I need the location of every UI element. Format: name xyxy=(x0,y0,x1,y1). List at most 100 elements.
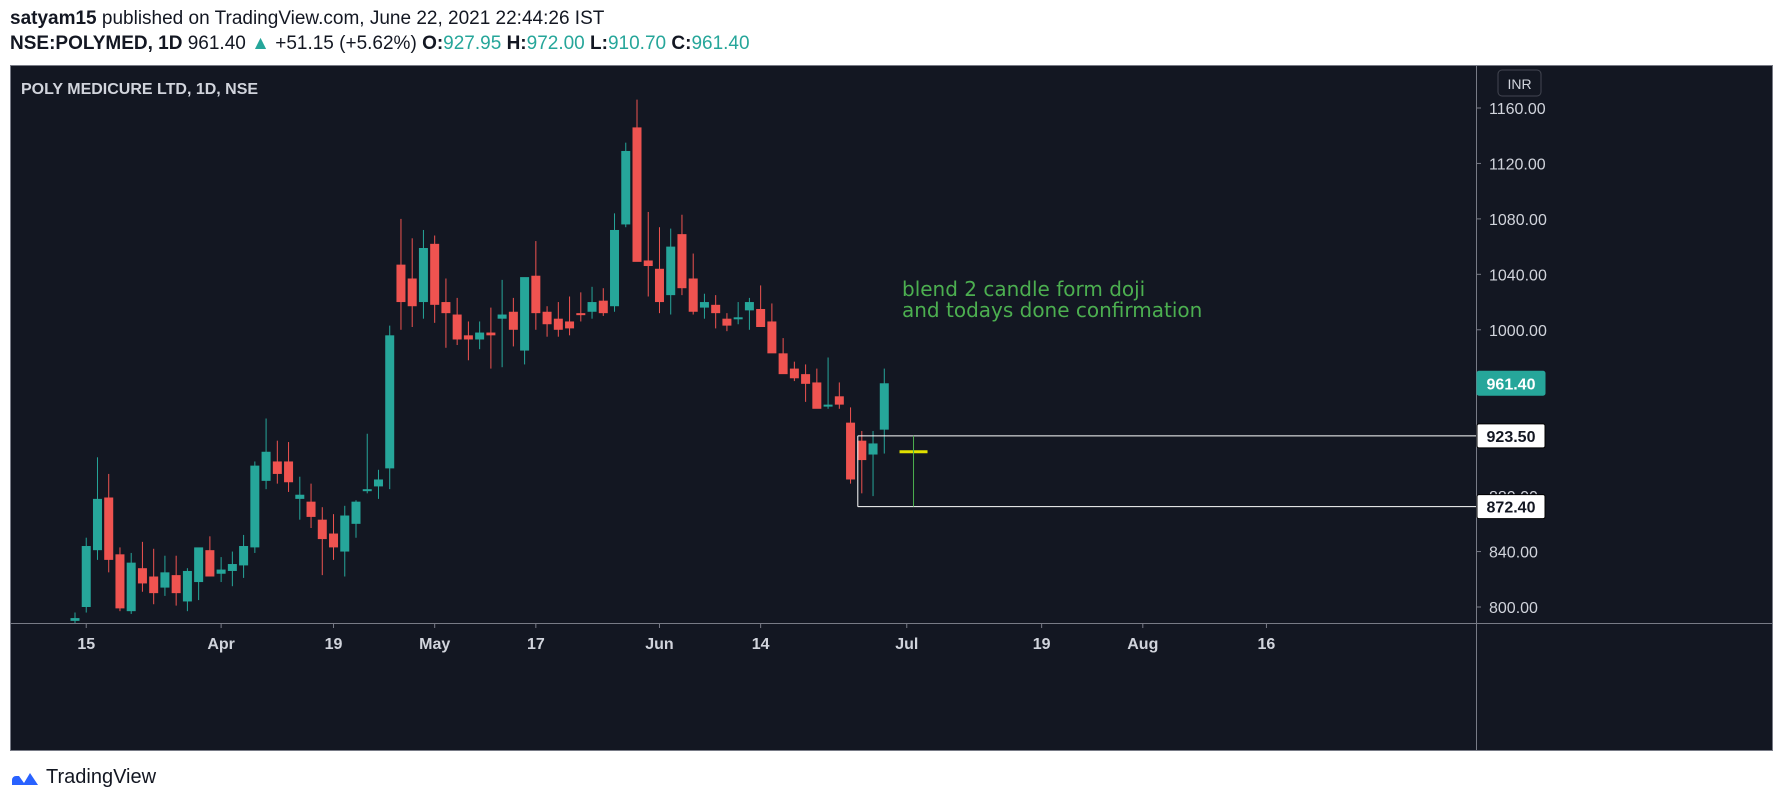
time-tick-label: Apr xyxy=(207,636,235,653)
price-change: +51.15 (+5.62%) xyxy=(275,33,417,54)
candle-body[interactable] xyxy=(284,461,294,483)
candle-body[interactable] xyxy=(598,300,608,314)
high-value: 972.00 xyxy=(526,33,585,54)
candle-body[interactable] xyxy=(699,302,709,308)
candle-body[interactable] xyxy=(250,465,260,548)
candle-body[interactable] xyxy=(295,494,305,499)
candle-body[interactable] xyxy=(508,311,518,330)
candle-body[interactable] xyxy=(441,302,451,314)
candle-body[interactable] xyxy=(340,515,350,552)
candle-body[interactable] xyxy=(396,264,406,303)
open-value: 927.95 xyxy=(443,33,502,54)
candle-body[interactable] xyxy=(430,243,440,305)
tradingview-logo-icon xyxy=(12,772,38,785)
candle-body[interactable] xyxy=(834,396,844,405)
candle-body[interactable] xyxy=(160,572,170,588)
candle-body[interactable] xyxy=(542,311,552,325)
candle-body[interactable] xyxy=(70,618,80,621)
candle-body[interactable] xyxy=(576,313,586,316)
candle-body[interactable] xyxy=(587,302,597,312)
candle-body[interactable] xyxy=(666,246,676,296)
candle-body[interactable] xyxy=(531,275,541,314)
time-tick-label: 16 xyxy=(1258,636,1276,653)
candle-body[interactable] xyxy=(137,568,147,584)
candle-body[interactable] xyxy=(688,278,698,312)
candle-body[interactable] xyxy=(92,498,102,551)
candle-body[interactable] xyxy=(81,546,91,607)
currency-button[interactable] xyxy=(1497,69,1542,97)
candle-body[interactable] xyxy=(812,382,822,409)
time-tick-label: 19 xyxy=(325,636,343,653)
candle-body[interactable] xyxy=(553,318,563,330)
candle-body[interactable] xyxy=(879,383,889,430)
candle-body[interactable] xyxy=(789,368,799,379)
candle-body[interactable] xyxy=(744,302,754,311)
candle-body[interactable] xyxy=(463,335,473,340)
candle-body[interactable] xyxy=(475,332,485,340)
candle-body[interactable] xyxy=(362,489,372,492)
candle-body[interactable] xyxy=(452,314,462,340)
candle-body[interactable] xyxy=(407,278,417,307)
candle-body[interactable] xyxy=(373,479,383,487)
candles-group xyxy=(70,99,889,623)
price-level-label[interactable] xyxy=(1476,494,1546,520)
candle-body[interactable] xyxy=(115,554,125,609)
last-price-label[interactable] xyxy=(1476,370,1546,396)
tradingview-branding[interactable]: TradingView xyxy=(10,766,156,789)
candle-body[interactable] xyxy=(677,234,687,289)
candle-body[interactable] xyxy=(801,374,811,384)
high-label: H: xyxy=(506,33,527,54)
candle-body[interactable] xyxy=(722,318,732,326)
last-price: 961.40 xyxy=(187,33,246,54)
price-level-label[interactable] xyxy=(1476,423,1546,449)
candle-body[interactable] xyxy=(306,501,316,517)
candle-body[interactable] xyxy=(104,497,114,560)
chart-background[interactable] xyxy=(11,66,1772,750)
price-chart[interactable]: 800.00840.00880.00920.00960.001000.00104… xyxy=(11,66,1772,750)
candle-body[interactable] xyxy=(227,564,237,571)
candle-body[interactable] xyxy=(610,229,620,307)
candle-body[interactable] xyxy=(621,150,631,225)
candle-body[interactable] xyxy=(239,546,249,566)
candle-body[interactable] xyxy=(565,321,575,329)
chart-frame[interactable]: 800.00840.00880.00920.00960.001000.00104… xyxy=(10,65,1773,751)
candle-body[interactable] xyxy=(868,443,878,455)
candle-body[interactable] xyxy=(329,533,339,548)
candle-body[interactable] xyxy=(216,569,226,574)
price-tick-label: 1000.00 xyxy=(1489,323,1547,340)
candle-body[interactable] xyxy=(733,317,743,320)
candle-body[interactable] xyxy=(194,547,204,583)
candle-body[interactable] xyxy=(126,562,136,612)
chart-annotation-text: and todays done confirmation xyxy=(902,298,1202,322)
candle-body[interactable] xyxy=(149,576,159,594)
author-name[interactable]: satyam15 xyxy=(10,8,97,29)
candle-body[interactable] xyxy=(823,404,833,407)
candle-body[interactable] xyxy=(756,308,766,328)
candle-body[interactable] xyxy=(317,519,327,540)
time-tick-label: 17 xyxy=(527,636,545,653)
candle-body[interactable] xyxy=(643,260,653,267)
low-label: L: xyxy=(590,33,608,54)
candle-body[interactable] xyxy=(767,321,777,354)
time-tick-label: 14 xyxy=(752,636,770,653)
candle-body[interactable] xyxy=(497,314,507,319)
candle-body[interactable] xyxy=(778,353,788,375)
close-value: 961.40 xyxy=(691,33,750,54)
candle-body[interactable] xyxy=(351,501,361,524)
candle-body[interactable] xyxy=(654,268,664,303)
candle-body[interactable] xyxy=(486,332,496,336)
candle-body[interactable] xyxy=(711,304,721,314)
candle-body[interactable] xyxy=(520,277,530,351)
candle-body[interactable] xyxy=(205,550,215,577)
candle-body[interactable] xyxy=(261,451,271,481)
candle-body[interactable] xyxy=(418,247,428,303)
price-label-text: 961.40 xyxy=(1487,376,1536,393)
candle-body[interactable] xyxy=(182,570,192,602)
candle-body[interactable] xyxy=(632,127,642,262)
candle-body[interactable] xyxy=(846,422,856,480)
candle-body[interactable] xyxy=(857,440,867,461)
candle-body[interactable] xyxy=(272,461,282,474)
candle-body[interactable] xyxy=(171,575,181,594)
candle-body[interactable] xyxy=(385,335,395,469)
close-label: C: xyxy=(671,33,692,54)
